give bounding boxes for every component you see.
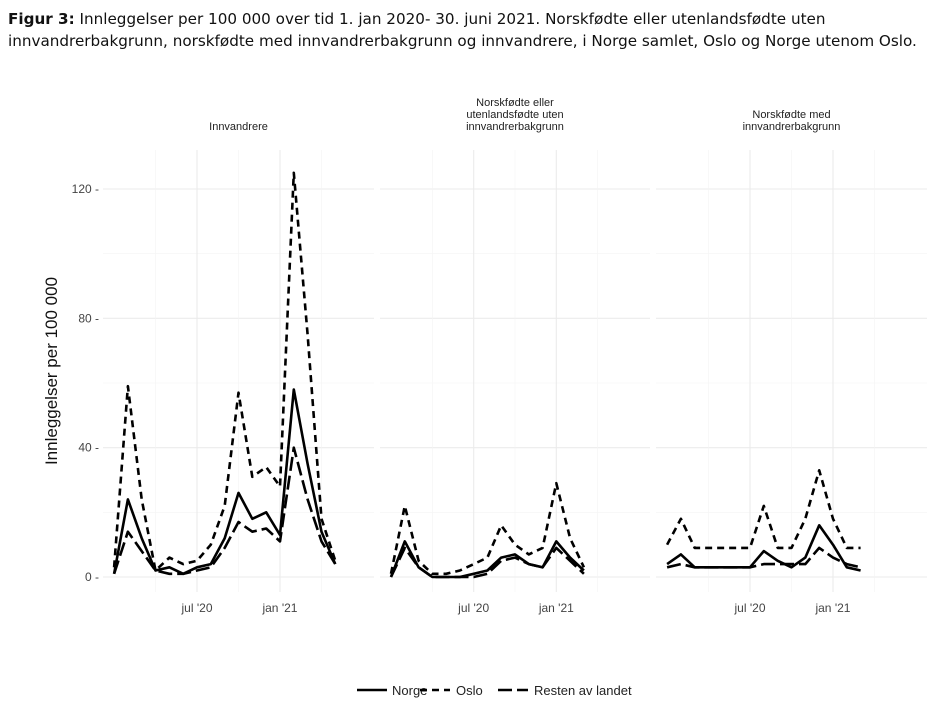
x-tick-label: jan '21: [261, 601, 297, 615]
panel-2: jul '20 jan '21 Norskfødte ellerutenlandsf…: [380, 97, 650, 615]
series-line-norge: [389, 540, 585, 579]
x-tick-label: jan '21: [814, 601, 850, 615]
caption-label: Figur 3:: [8, 10, 75, 28]
legend-label-resten-av-landet: Resten av landet: [534, 683, 632, 698]
series-line-resten-av-landet: [666, 546, 861, 569]
legend: Norge Oslo Resten av landet: [357, 683, 632, 698]
panel-title-line: innvandrerbakgrunn: [466, 121, 564, 133]
series-line-oslo: [389, 481, 586, 576]
series-line-oslo: [665, 468, 861, 550]
caption-text: Innleggelser per 100 000 over tid 1. jan…: [8, 10, 917, 50]
legend-label-norge: Norge: [392, 683, 427, 698]
series-line-oslo: [112, 171, 337, 572]
panel-title-line: utenlandsfødte uten: [466, 109, 563, 121]
series-line-resten-av-landet: [112, 446, 337, 576]
x-tick-label: jul '20: [181, 601, 213, 615]
x-tick-label: jul '20: [457, 601, 489, 615]
panel-title-line: innvandrerbakgrunn: [743, 121, 841, 133]
panel-title-line: Norskfødte eller: [476, 97, 554, 109]
y-axis-title: Innleggelser per 100 000: [42, 277, 61, 465]
y-tick-label: 40 -: [78, 441, 99, 455]
panel-1: jul '20 jan '21 Innvandrere: [103, 121, 374, 615]
x-tick-label: jan '21: [538, 601, 574, 615]
y-tick-label: 120 -: [72, 182, 99, 196]
series-line-resten-av-landet: [389, 546, 585, 579]
panel-title-line: Innvandrere: [209, 121, 268, 133]
x-tick-label: jul '20: [734, 601, 766, 615]
series-line-norge: [112, 388, 337, 576]
panel-title-line: Norskfødte med: [752, 109, 830, 121]
legend-label-oslo: Oslo: [456, 683, 483, 698]
figure-caption: Figur 3: Innleggelser per 100 000 over t…: [8, 8, 928, 52]
panel-3: jul '20 jan '21 Norskfødte medinnvandrerba…: [656, 109, 927, 615]
y-tick-label: 0 -: [85, 570, 99, 584]
y-tick-label: 80 -: [78, 311, 99, 325]
